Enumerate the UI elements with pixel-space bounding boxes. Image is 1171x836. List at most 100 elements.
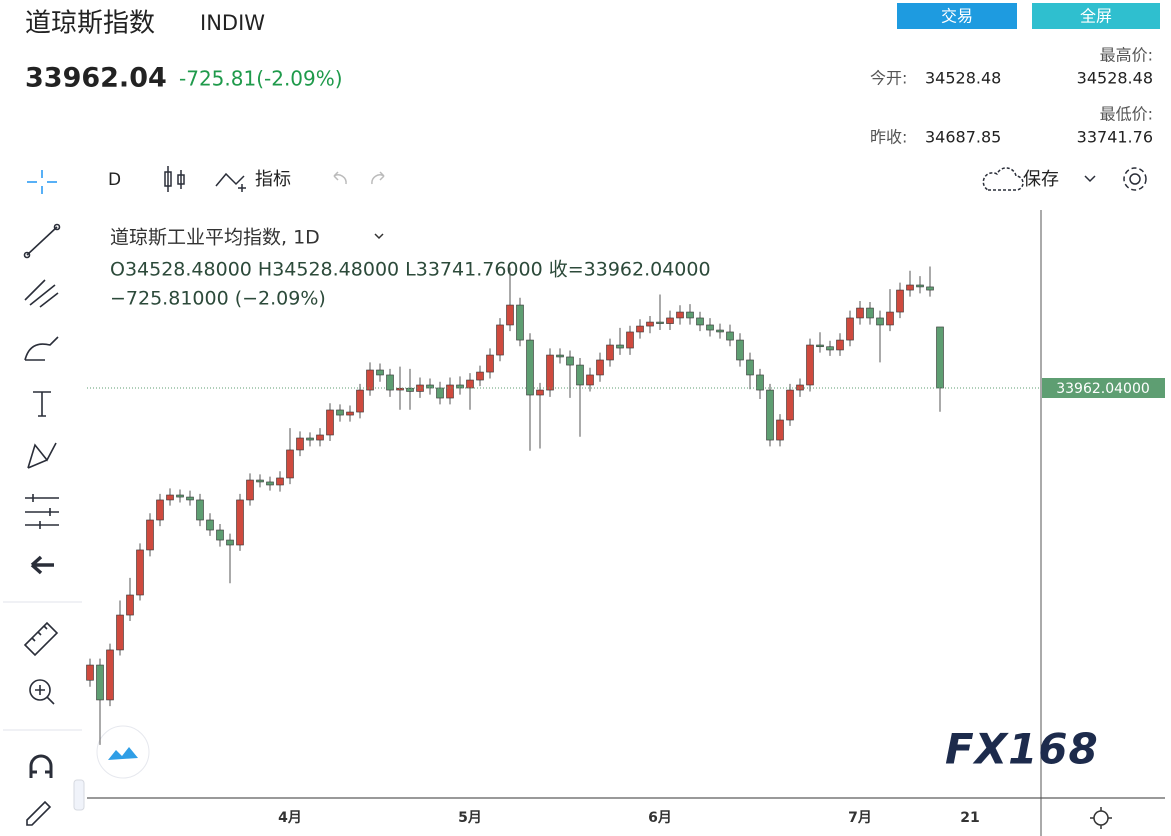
series-title: 道琼斯工业平均指数, 1D [110, 227, 320, 249]
fullscreen-button-label[interactable]: 全屏 [1080, 7, 1112, 26]
candle-body [746, 359, 754, 376]
settings-icon[interactable] [1123, 167, 1147, 191]
candle-body [86, 664, 94, 681]
candle-body [656, 321, 664, 324]
candle-body [546, 354, 554, 391]
code: INDIW [200, 11, 265, 35]
candle-body [576, 364, 584, 386]
candle-body [706, 324, 714, 331]
candle-body [926, 286, 934, 291]
line-tool-icon[interactable] [23, 223, 61, 259]
candle-body [626, 331, 634, 349]
candle-body [866, 307, 874, 319]
candle-body [466, 379, 474, 389]
candle-body [796, 384, 804, 391]
candle-body [876, 317, 884, 326]
interval[interactable]: D [108, 170, 121, 190]
trade-button-label[interactable]: 交易 [941, 7, 973, 26]
collapse-handle[interactable] [73, 779, 85, 811]
text-tool-icon[interactable] [33, 391, 51, 417]
x-tick-label: 4月 [278, 810, 302, 826]
ruler-icon[interactable] [23, 621, 59, 657]
zoom-icon[interactable] [29, 679, 55, 705]
candle-body [96, 664, 104, 701]
candle-body [106, 649, 114, 701]
candle-body [136, 549, 144, 596]
candle-body [156, 499, 164, 521]
title: 道琼斯指数 [25, 9, 155, 39]
lock-draw-icon[interactable] [26, 800, 52, 826]
indicator-plus [238, 184, 246, 192]
candle-body [246, 479, 254, 501]
axis-settings-icon[interactable] [1090, 807, 1112, 829]
candle-body [676, 311, 684, 319]
ohlc-legend: O34528.48000 H34528.48000 L33741.76000 收… [110, 259, 711, 281]
x-tick-label: 7月 [848, 810, 872, 826]
candle-body [186, 496, 194, 501]
stat-value: 33741.76 [1077, 128, 1153, 147]
candle-body [236, 499, 244, 546]
legend-dropdown[interactable] [374, 233, 384, 240]
candle-body [166, 494, 174, 501]
candle-body [116, 614, 124, 651]
candle-type-icon[interactable] [164, 166, 185, 192]
candle-body [146, 519, 154, 551]
candle-body [756, 374, 764, 391]
logo-button[interactable] [96, 725, 150, 779]
last-price-label: 33962.04000 [1056, 381, 1150, 397]
candle-body [806, 344, 814, 386]
forecast-tool-icon[interactable] [25, 494, 59, 529]
last-price-tag [1042, 378, 1165, 399]
candle-body [526, 339, 534, 396]
candle-body [786, 389, 794, 421]
redo-icon[interactable] [371, 171, 385, 185]
candle-body [636, 325, 644, 333]
candle-body [726, 331, 734, 341]
brush-tool-icon[interactable] [24, 336, 59, 361]
x-tick-label: 5月 [458, 810, 482, 826]
candle-body [896, 289, 904, 313]
candle-body [886, 311, 894, 326]
candle-body [856, 307, 864, 319]
fib-tool-icon[interactable] [24, 279, 59, 308]
stat-label: 昨收: [870, 128, 907, 147]
stat-value: 34528.48 [925, 69, 1001, 88]
cloud-icon[interactable] [982, 167, 1024, 191]
candle-body [386, 374, 394, 391]
dropdown-icon[interactable] [1084, 175, 1096, 183]
candle-body [776, 419, 784, 441]
candle-body [736, 339, 744, 361]
trade-button[interactable] [897, 3, 1017, 29]
candle-body [366, 369, 374, 391]
stat-label: 最高价: [1100, 46, 1153, 65]
fullscreen-button[interactable] [1032, 3, 1160, 29]
indicators[interactable]: 指标 [255, 169, 291, 190]
candle-body [196, 499, 204, 521]
pattern-tool-icon[interactable] [27, 442, 57, 469]
crosshair-icon[interactable] [27, 170, 57, 194]
candle-body [436, 387, 444, 399]
candle-body [286, 449, 294, 479]
back-icon[interactable] [30, 555, 54, 575]
candle-body [396, 387, 404, 391]
candle-body [826, 346, 834, 351]
candle-body [266, 481, 274, 486]
candle-body [606, 344, 614, 361]
candle-body [446, 384, 454, 399]
undo-icon[interactable] [333, 171, 347, 185]
candle-body [346, 411, 354, 416]
candle-body [536, 389, 544, 396]
candle-body [326, 409, 334, 436]
candle-body [716, 329, 724, 333]
magnet-icon[interactable] [29, 754, 53, 778]
candle-body [426, 384, 434, 389]
x-tick-label: 6月 [648, 810, 672, 826]
indicator-icon[interactable] [215, 172, 245, 187]
candle-body [476, 371, 484, 381]
candle-body [256, 479, 264, 483]
candle-body [686, 311, 694, 319]
save[interactable]: 保存 [1023, 169, 1059, 190]
candle-body [816, 344, 824, 348]
candle-body [696, 317, 704, 326]
